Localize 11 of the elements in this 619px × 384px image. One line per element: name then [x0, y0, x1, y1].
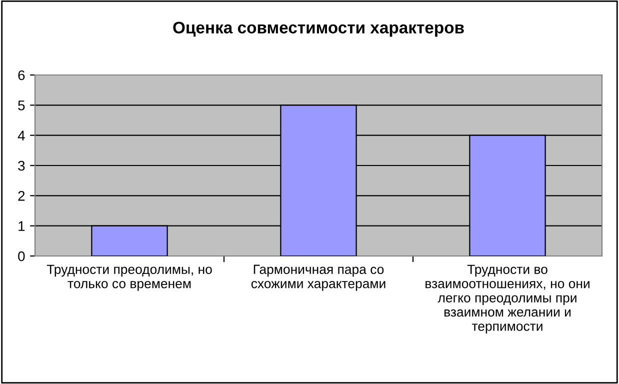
x-tick-label: Трудности во взаимоотношениях, но они легко преодолимы при взаимном желании и терпимости	[426, 264, 590, 334]
y-tick-label: 2	[18, 191, 25, 201]
y-tick-label: 3	[18, 160, 25, 171]
y-tick-label: 5	[18, 100, 25, 110]
chart-title: Оценка совместимости характеров	[173, 22, 464, 37]
x-tick-label: Гармоничная пара со схожими характерами	[251, 264, 386, 291]
y-tick-label: 1	[18, 221, 25, 231]
y-tick-label: 4	[18, 130, 25, 140]
y-tick-label: 6	[18, 70, 25, 80]
x-tick-label: Трудности преодолимы, но только со временем	[46, 264, 212, 291]
y-tick-label: 0	[18, 251, 25, 262]
